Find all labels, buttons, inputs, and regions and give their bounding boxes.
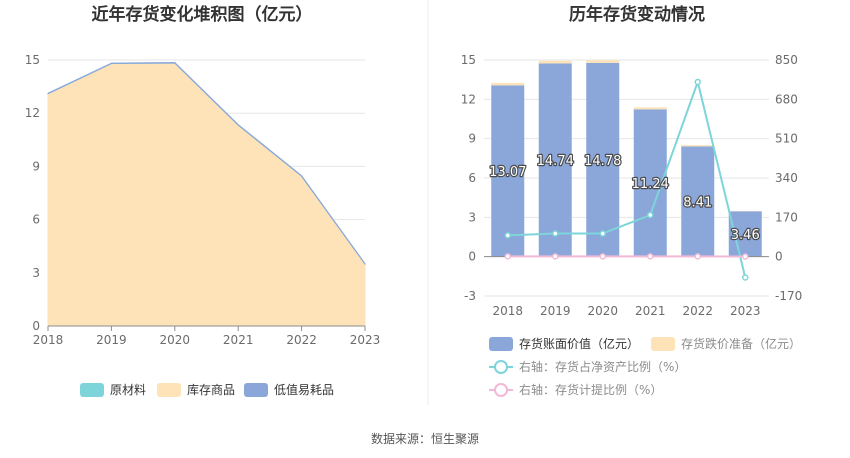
right-y-tick-label: 0: [468, 250, 476, 264]
right-y-tick-label: 6: [468, 171, 476, 185]
left-y-tick-label: 9: [32, 159, 40, 173]
right-y2-tick-label: 510: [775, 132, 798, 146]
right-x-tick-label: 2020: [587, 304, 618, 318]
right-line-point: [647, 253, 654, 260]
left-y-axis: 0 3 6 9 12 15: [25, 53, 40, 333]
right-plot-area: 13.07 14.74 14.78 11.24 8.41 3.46: [484, 60, 769, 281]
left-y-tick-label: 12: [25, 106, 40, 120]
right-legend: 存货账面价值（亿元） 存货跌价准备（亿元） 右轴：存货占净资产比例（%） 右轴：存货计…: [489, 336, 801, 397]
right-bar-book-value: [491, 85, 525, 257]
right-x-axis: 2018 2019 2020 2021 2022 2023: [492, 304, 760, 318]
left-plot-area: [47, 62, 366, 327]
left-area-edge-2: [47, 62, 366, 265]
right-bar-impairment: [633, 107, 667, 110]
right-line-point: [742, 274, 749, 281]
right-line-point: [552, 230, 559, 237]
right-y-tick-label: 15: [461, 53, 476, 67]
right-bar-book-value: [681, 146, 715, 257]
right-y-tick-label: 12: [461, 92, 476, 106]
right-y2-tick-label: 170: [775, 210, 798, 224]
right-x-tick-label: 2019: [540, 304, 571, 318]
right-y-tick-label: 9: [468, 132, 476, 146]
right-x-tick-label: 2018: [492, 304, 523, 318]
right-y-axis-right: -170 0 170 340 510 680 850: [775, 53, 802, 303]
left-x-tick-label: 2021: [223, 333, 254, 347]
left-x-tick-label: 2018: [33, 333, 64, 347]
left-legend-label: 原材料: [110, 383, 146, 397]
right-y2-tick-label: 850: [775, 53, 798, 67]
left-y-tick-label: 6: [32, 213, 40, 227]
right-line-series-2: [507, 78, 747, 278]
left-x-tick-label: 2019: [96, 333, 127, 347]
left-legend-swatch: [157, 383, 181, 397]
right-legend-label: 存货跌价准备（亿元）: [681, 336, 801, 351]
data-source: 数据来源：恒生聚源: [371, 431, 479, 446]
right-x-tick-label: 2022: [682, 304, 713, 318]
right-line-point: [599, 253, 606, 260]
right-line-point: [504, 232, 511, 239]
left-legend-swatch: [244, 383, 268, 397]
right-line-point: [694, 253, 701, 260]
right-legend-circle-icon: [494, 360, 508, 374]
right-line-point: [552, 253, 559, 260]
right-x-tick-label: 2021: [635, 304, 666, 318]
right-bar-data-label: 14.74: [537, 154, 574, 169]
right-x-tick-label: 2023: [730, 304, 761, 318]
left-y-tick-label: 0: [32, 319, 40, 333]
left-x-axis: 2018 2019 2020 2021 2022 2023: [33, 326, 381, 347]
left-legend: 原材料 库存商品 低值易耗品: [80, 382, 334, 397]
right-bar-impairment: [538, 60, 572, 64]
left-legend-swatch: [80, 383, 104, 397]
right-bar-data-label: 8.41: [683, 196, 712, 211]
right-line-point: [504, 253, 511, 260]
left-legend-label: 低值易耗品: [274, 382, 334, 397]
right-line-point: [599, 230, 606, 237]
left-x-tick-label: 2022: [286, 333, 317, 347]
right-chart-panel: 历年存货变动情况 13.07 14.74 14.78 11.24 8.41 3.46 -3…: [461, 4, 802, 397]
left-x-tick-label: 2023: [350, 333, 381, 347]
right-legend-swatch: [489, 337, 513, 351]
right-chart-title: 历年存货变动情况: [569, 4, 705, 25]
right-line-point: [742, 253, 749, 260]
right-bar-data-label: 11.24: [632, 177, 669, 192]
right-bar-impairment: [586, 60, 620, 63]
right-y-axis-left: -3 0 3 6 9 12 15: [461, 53, 476, 303]
right-bar-impairment: [491, 82, 525, 86]
right-y2-tick-label: 0: [775, 250, 783, 264]
right-bar-data-label: 14.78: [584, 154, 621, 169]
left-chart-title: 近年存货变化堆积图（亿元）: [92, 4, 313, 25]
left-x-tick-label: 2020: [160, 333, 191, 347]
right-bar-data-label: 3.46: [731, 228, 760, 243]
right-legend-label: 右轴：存货占净资产比例（%）: [519, 359, 686, 374]
left-legend-label: 库存商品: [187, 382, 235, 397]
right-y2-tick-label: 680: [775, 92, 798, 106]
left-y-tick-label: 15: [25, 53, 40, 67]
right-legend-label: 存货账面价值（亿元）: [519, 336, 639, 351]
right-legend-label: 右轴：存货计提比例（%）: [519, 382, 662, 397]
right-line-point: [647, 211, 654, 219]
right-bar-book-value: [586, 62, 620, 257]
right-y-tick-label: 3: [468, 210, 476, 224]
right-line-point: [694, 78, 701, 86]
right-grid: [484, 59, 769, 297]
right-y2-tick-label: -170: [775, 289, 802, 303]
left-y-tick-label: 3: [32, 266, 40, 280]
right-legend-swatch: [651, 337, 675, 351]
left-area-series-1: [47, 62, 366, 327]
right-bar-book-value: [538, 63, 572, 257]
right-legend-circle-icon: [494, 383, 508, 397]
right-y2-tick-label: 340: [775, 171, 798, 185]
right-bar-data-label: 13.07: [489, 165, 526, 180]
right-y-tick-label: -3: [464, 289, 476, 303]
right-bar-impairment: [681, 145, 715, 147]
